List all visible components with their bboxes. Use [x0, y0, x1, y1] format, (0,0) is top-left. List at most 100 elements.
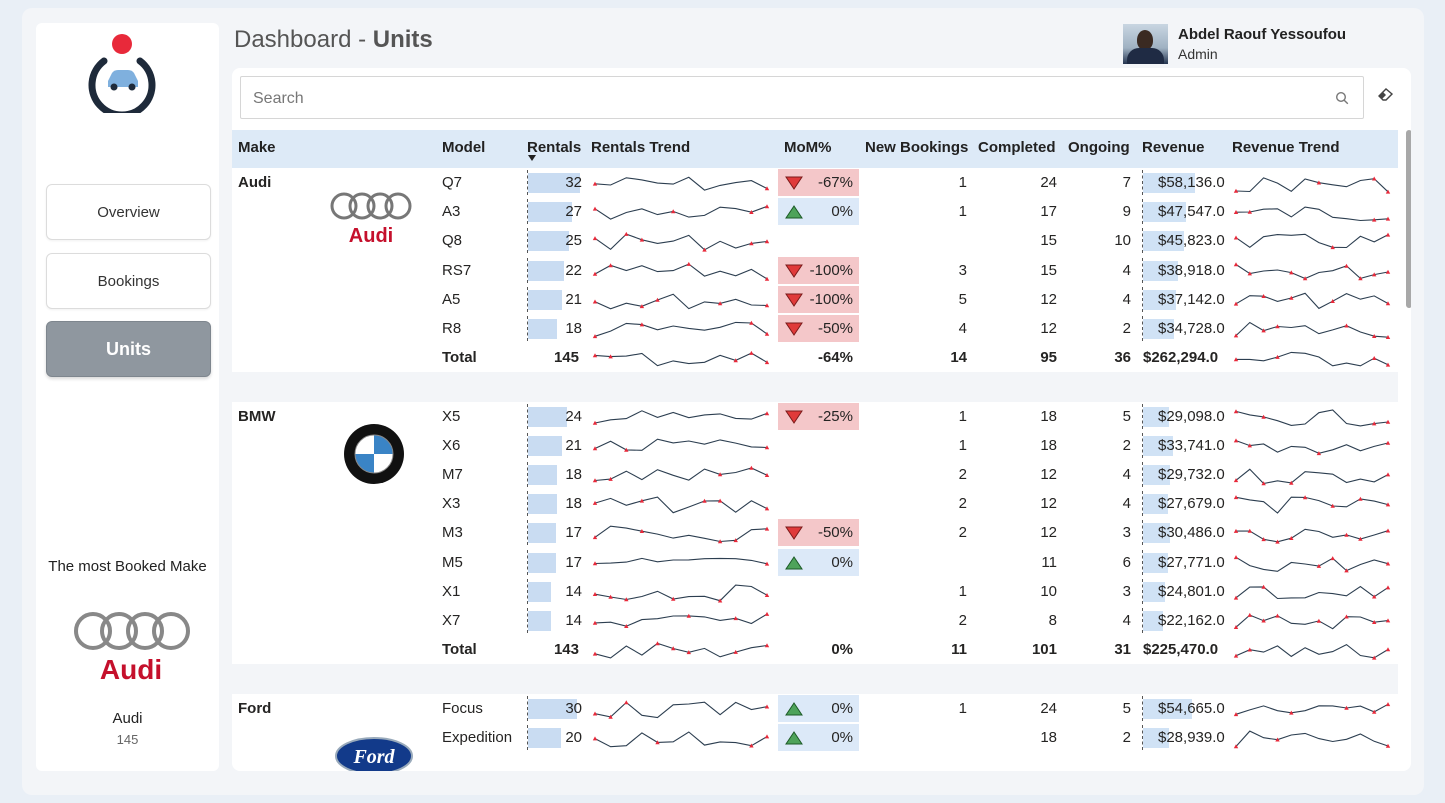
trend-marker	[1247, 270, 1252, 275]
col-ongoing[interactable]: Ongoing	[1068, 139, 1130, 156]
rentals-trend-sparkline	[592, 496, 770, 514]
trend-marker	[1233, 744, 1239, 749]
audi-logo-icon: Audi	[330, 192, 412, 247]
trend-marker	[1385, 502, 1391, 507]
trend-marker	[1385, 189, 1391, 194]
trend-marker	[702, 247, 707, 252]
col-completed[interactable]: Completed	[978, 139, 1056, 156]
table-row[interactable]: X5 24 -25% 1 18 5 $29,098.0	[232, 402, 1398, 431]
nav-overview-label: Overview	[97, 203, 160, 221]
svg-text:Ford: Ford	[352, 746, 395, 768]
revenue-bar	[1143, 523, 1171, 544]
rentals-bar	[528, 231, 569, 252]
ford-logo-icon: Ford	[335, 736, 413, 771]
trend-marker	[1261, 293, 1266, 298]
model-name: A5	[442, 290, 461, 308]
table-row[interactable]: Q8 25 15 10 $45,823.0	[232, 226, 1398, 255]
ongoing-value: 3	[1122, 582, 1131, 600]
rentals-value: 18	[565, 320, 582, 337]
total-rentals: 143	[553, 641, 579, 659]
search-input[interactable]: Search	[253, 90, 304, 107]
trend-marker	[1261, 618, 1266, 623]
revenue-bar	[1143, 494, 1168, 515]
table-row[interactable]: RS7 22 -100% 3 15 4 $38,918.0	[232, 256, 1398, 285]
table-row[interactable]: Q7 32 -67% 1 24 7 $58,136.0	[232, 168, 1398, 197]
revenue-value: $47,547.0	[1158, 203, 1225, 221]
table-row[interactable]: M3 17 -50% 2 12 3 $30,486.0	[232, 518, 1398, 547]
completed-value: 8	[1048, 611, 1057, 629]
search-box[interactable]: Search	[240, 76, 1364, 119]
trend-marker	[592, 206, 598, 211]
trend-marker	[1330, 555, 1335, 560]
ongoing-value: 5	[1122, 407, 1131, 425]
model-name: X3	[442, 495, 461, 513]
ongoing-value: 4	[1122, 261, 1131, 279]
nav-units-button[interactable]: Units	[46, 321, 211, 377]
table-row[interactable]: R8 18 -50% 4 12 2 $34,728.0	[232, 314, 1398, 343]
col-new-bookings[interactable]: New Bookings	[865, 139, 969, 156]
table-row[interactable]: X7 14 2 8 4 $22,162.0	[232, 606, 1398, 635]
svg-text:Audi: Audi	[100, 654, 162, 685]
col-make[interactable]: Make	[238, 139, 276, 156]
ongoing-value: 9	[1122, 203, 1131, 221]
search-icon[interactable]	[1335, 91, 1349, 105]
trend-marker	[1302, 495, 1308, 500]
completed-value: 24	[1040, 699, 1057, 717]
rentals-cell: 30	[527, 695, 582, 721]
col-revenue-trend[interactable]: Revenue Trend	[1232, 139, 1340, 156]
model-name: RS7	[442, 261, 472, 279]
revenue-trend-sparkline	[1233, 321, 1391, 339]
revenue-cell: $38,918.0	[1142, 257, 1225, 283]
revenue-value: $27,679.0	[1158, 495, 1225, 513]
nav-bookings-button[interactable]: Bookings	[46, 253, 211, 309]
trend-marker	[717, 598, 723, 603]
rentals-bar	[528, 289, 563, 310]
rentals-value: 17	[565, 553, 582, 571]
table-header: Make Model Rentals Rentals Trend MoM% Ne…	[232, 130, 1398, 168]
col-mom[interactable]: MoM%	[784, 139, 832, 156]
vertical-scrollbar[interactable]	[1406, 130, 1411, 308]
table-row[interactable]: X1 14 1 10 3 $24,801.0	[232, 577, 1398, 606]
trend-marker	[655, 297, 660, 302]
revenue-bar	[1143, 552, 1168, 573]
table-row[interactable]: X3 18 2 12 4 $27,679.0	[232, 489, 1398, 518]
table-row[interactable]: X6 21 1 18 2 $33,741.0	[232, 431, 1398, 460]
revenue-trend-sparkline	[1233, 408, 1391, 427]
completed-value: 15	[1040, 232, 1057, 250]
col-revenue[interactable]: Revenue	[1142, 139, 1205, 156]
total-mom: 0%	[831, 641, 853, 659]
table-row[interactable]: M7 18 2 12 4 $29,732.0	[232, 460, 1398, 489]
revenue-value: $29,732.0	[1158, 465, 1225, 483]
table-row[interactable]: M5 17 0% 11 6 $27,771.0	[232, 548, 1398, 577]
user-role: Admin	[1178, 46, 1218, 62]
trend-marker	[1261, 414, 1266, 419]
eraser-icon[interactable]	[1378, 88, 1394, 102]
col-model[interactable]: Model	[442, 139, 486, 156]
col-rentals-trend[interactable]: Rentals Trend	[591, 139, 691, 156]
trend-marker	[1344, 614, 1349, 619]
col-rentals[interactable]: Rentals	[527, 139, 582, 156]
down-triangle-icon	[785, 264, 803, 278]
units-table-panel: Search Make Model Rentals Rentals Trend …	[232, 68, 1411, 771]
table-row[interactable]: Expedition 20 0% 18 2 $28,939.0	[232, 723, 1398, 752]
table-body: Audi Audi Q7 32 -67% 1 24 7 $58,136.0 A3 27 0% 1 17 9 $…	[232, 168, 1398, 771]
trend-marker	[764, 276, 770, 281]
group-separator	[232, 664, 1398, 694]
table-row[interactable]: A3 27 0% 1 17 9 $47,547.0	[232, 197, 1398, 226]
trend-marker	[1344, 323, 1349, 328]
revenue-value: $29,098.0	[1158, 407, 1225, 425]
rentals-trend-sparkline	[592, 293, 770, 310]
trend-marker	[592, 478, 598, 483]
trend-marker	[749, 210, 754, 215]
sort-desc-icon	[528, 155, 536, 161]
table-row[interactable]: Focus 30 0% 1 24 5 $54,665.0	[232, 694, 1398, 723]
new-bookings-value: 1	[958, 699, 967, 717]
rentals-bar	[528, 581, 551, 602]
revenue-value: $54,665.0	[1158, 699, 1225, 717]
nav-overview-button[interactable]: Overview	[46, 184, 211, 240]
rentals-cell: 14	[527, 607, 582, 633]
rentals-trend-sparkline	[592, 409, 770, 425]
total-revenue: $262,294.0	[1143, 349, 1219, 367]
rentals-trend-sparkline	[592, 176, 770, 191]
table-row[interactable]: A5 21 -100% 5 12 4 $37,142.0	[232, 285, 1398, 314]
